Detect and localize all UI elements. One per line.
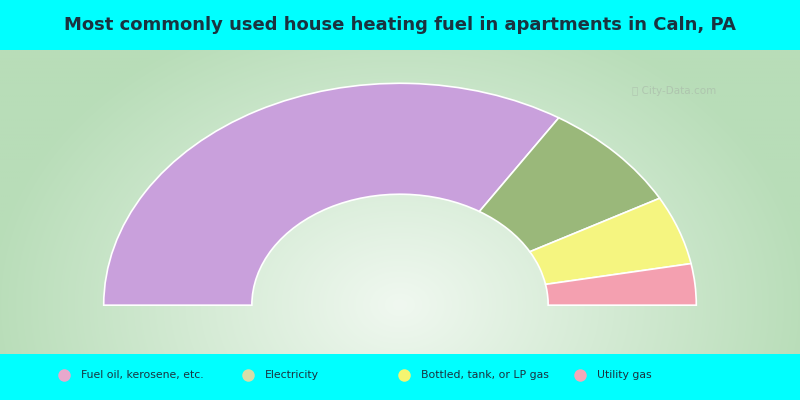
Text: Utility gas: Utility gas — [597, 370, 651, 380]
Text: Fuel oil, kerosene, etc.: Fuel oil, kerosene, etc. — [81, 370, 203, 380]
Text: Most commonly used house heating fuel in apartments in Caln, PA: Most commonly used house heating fuel in… — [64, 16, 736, 34]
Text: Ⓢ City-Data.com: Ⓢ City-Data.com — [632, 86, 716, 96]
Wedge shape — [104, 83, 558, 305]
Text: Bottled, tank, or LP gas: Bottled, tank, or LP gas — [421, 370, 549, 380]
Wedge shape — [530, 198, 691, 284]
Text: Electricity: Electricity — [265, 370, 318, 380]
Wedge shape — [546, 264, 696, 305]
Wedge shape — [479, 118, 660, 252]
